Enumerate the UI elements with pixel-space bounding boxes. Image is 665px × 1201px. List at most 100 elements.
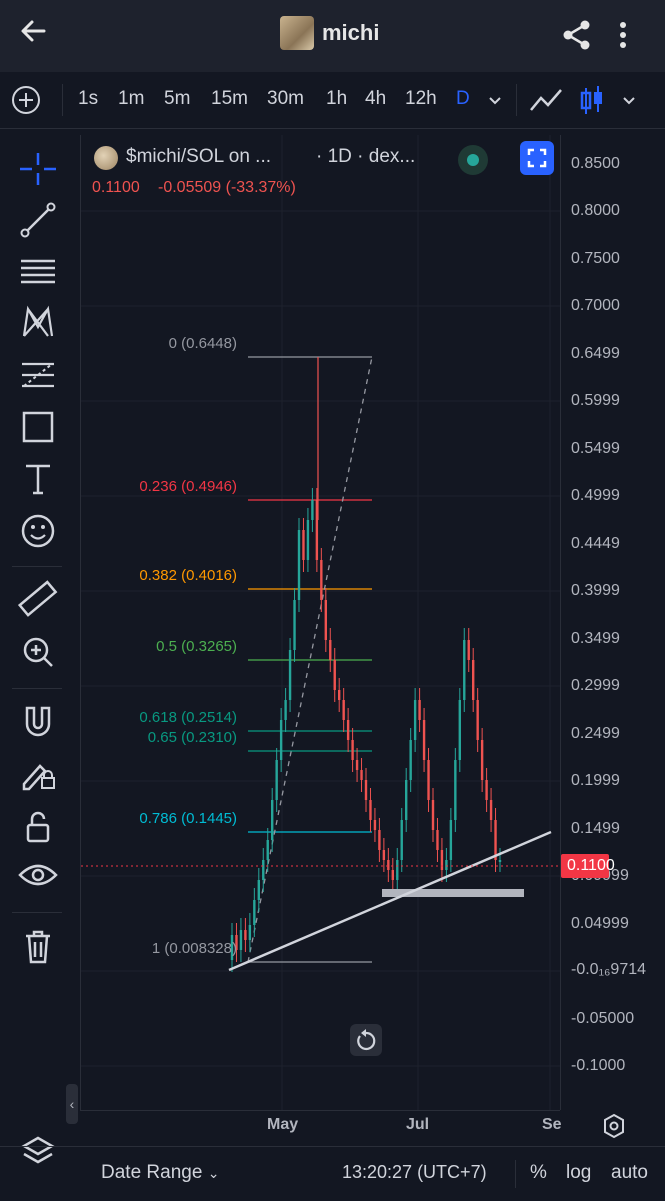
date-range-button[interactable]: Date Range ⌄ [101, 1162, 219, 1184]
fib-label: 0.5 (0.3265) [156, 638, 237, 655]
price-tick: 0.8500 [571, 155, 620, 172]
candle-body [360, 770, 363, 780]
price-tick: -0.05000 [571, 1010, 635, 1027]
fib-label: 0.65 (0.2310) [147, 729, 237, 746]
interval-1h[interactable]: 1h [326, 88, 348, 109]
candlestick-series [230, 357, 502, 972]
rectangle-icon[interactable] [14, 405, 62, 449]
horizontal-lines-icon[interactable] [14, 250, 62, 294]
trend-line[interactable] [228, 830, 552, 972]
fib-label: 0.786 (0.1445) [139, 810, 237, 827]
emoji-icon[interactable] [14, 509, 62, 553]
candle-body [311, 500, 314, 520]
divider [515, 1160, 516, 1188]
candle-body [409, 740, 412, 780]
chevron-down-icon: ⌄ [207, 1165, 220, 1181]
candle-body [396, 860, 399, 880]
candle-body [494, 820, 497, 860]
candle-body [472, 660, 475, 700]
time-axis[interactable] [80, 1110, 560, 1141]
fullscreen-button[interactable] [520, 141, 554, 175]
ruler-icon[interactable] [14, 577, 62, 621]
collapse-toolbar-button[interactable]: ‹ [66, 1084, 78, 1124]
chevron-down-icon[interactable] [620, 94, 638, 108]
candle-body [275, 760, 278, 800]
price-scale[interactable] [560, 135, 665, 1110]
price-tick: -0.1000 [571, 1057, 626, 1074]
price-tick: 0.3999 [571, 582, 620, 599]
time-label: Se [542, 1116, 562, 1133]
text-icon[interactable] [14, 457, 62, 501]
candle-body [279, 720, 283, 760]
candle-body [418, 700, 421, 720]
auto-scale-button[interactable]: auto [611, 1162, 648, 1183]
bottom-bar [0, 1146, 665, 1201]
candle-body [489, 800, 493, 820]
candle-body [480, 740, 484, 780]
log-scale-button[interactable]: log [566, 1162, 592, 1183]
symbol-meta[interactable]: · 1D · dex... [316, 146, 416, 167]
zoom-in-icon[interactable] [14, 630, 62, 674]
price-tick: 0.5999 [571, 392, 620, 409]
support-zone[interactable] [382, 889, 524, 897]
candle-body [467, 640, 470, 660]
price-tick: 0.2499 [571, 725, 620, 742]
interval-1m[interactable]: 1m [118, 88, 145, 109]
reset-chart-button[interactable] [350, 1024, 382, 1056]
price-tick: 0.5499 [571, 440, 620, 457]
candle-body [253, 900, 256, 925]
divider [12, 688, 62, 689]
candle-body [378, 830, 381, 850]
candlestick-icon[interactable] [578, 84, 606, 118]
market-status-icon[interactable] [458, 145, 488, 175]
add-symbol-button[interactable] [12, 86, 40, 114]
divider [62, 84, 63, 116]
fib-label: 0.618 (0.2514) [139, 709, 237, 726]
interval-4h[interactable]: 4h [365, 88, 387, 109]
lock-drawing-icon[interactable] [14, 752, 62, 796]
interval-1s[interactable]: 1s [78, 88, 99, 109]
chart-pane[interactable] [80, 135, 561, 1110]
interval-12h[interactable]: 12h [405, 88, 437, 109]
candle-body [485, 780, 488, 800]
candle-body [458, 700, 461, 760]
percent-scale-button[interactable]: % [530, 1162, 547, 1183]
price-tick: -0.0₁₆9714 [571, 961, 647, 978]
share-icon[interactable] [560, 18, 594, 52]
back-arrow-icon[interactable] [18, 16, 62, 56]
candle-body [400, 820, 403, 860]
candle-body [235, 935, 238, 950]
layers-icon[interactable] [14, 1130, 62, 1174]
trend-line-icon[interactable] [14, 198, 62, 242]
line-chart-icon[interactable] [528, 86, 564, 116]
chevron-down-icon[interactable] [486, 94, 504, 108]
price-tick: 0.6499 [571, 345, 620, 362]
fib-retracement[interactable] [247, 356, 373, 963]
price-tick: 0.3499 [571, 630, 620, 647]
divider [12, 566, 62, 567]
more-menu-icon[interactable] [612, 18, 634, 52]
interval-5m[interactable]: 5m [164, 88, 191, 109]
unlock-icon[interactable] [14, 805, 62, 849]
eye-icon[interactable] [14, 855, 62, 899]
fib-retracement-icon[interactable] [14, 353, 62, 397]
page-title: michi [322, 20, 380, 45]
interval-30m[interactable]: 30m [267, 88, 304, 109]
magnet-icon[interactable] [14, 700, 62, 744]
fib-label: 0 (0.6448) [168, 335, 237, 352]
candle-body [387, 860, 390, 870]
symbol-avatar [94, 146, 118, 170]
last-price-tag: 0.1100 [561, 854, 615, 878]
clock-timezone[interactable]: 13:20:27 (UTC+7) [342, 1162, 487, 1182]
settings-icon[interactable] [600, 1112, 628, 1140]
candle-body [297, 530, 301, 600]
candle-body [454, 760, 457, 820]
pattern-icon[interactable] [14, 300, 62, 344]
interval-15m[interactable]: 15m [211, 88, 248, 109]
interval-d[interactable]: D [456, 88, 470, 109]
symbol-name[interactable]: $michi/SOL on ... [126, 146, 272, 167]
fib-label: 0.382 (0.4016) [139, 567, 237, 584]
candle-body [293, 600, 296, 650]
crosshair-icon[interactable] [14, 147, 62, 191]
trash-icon[interactable] [14, 926, 62, 970]
